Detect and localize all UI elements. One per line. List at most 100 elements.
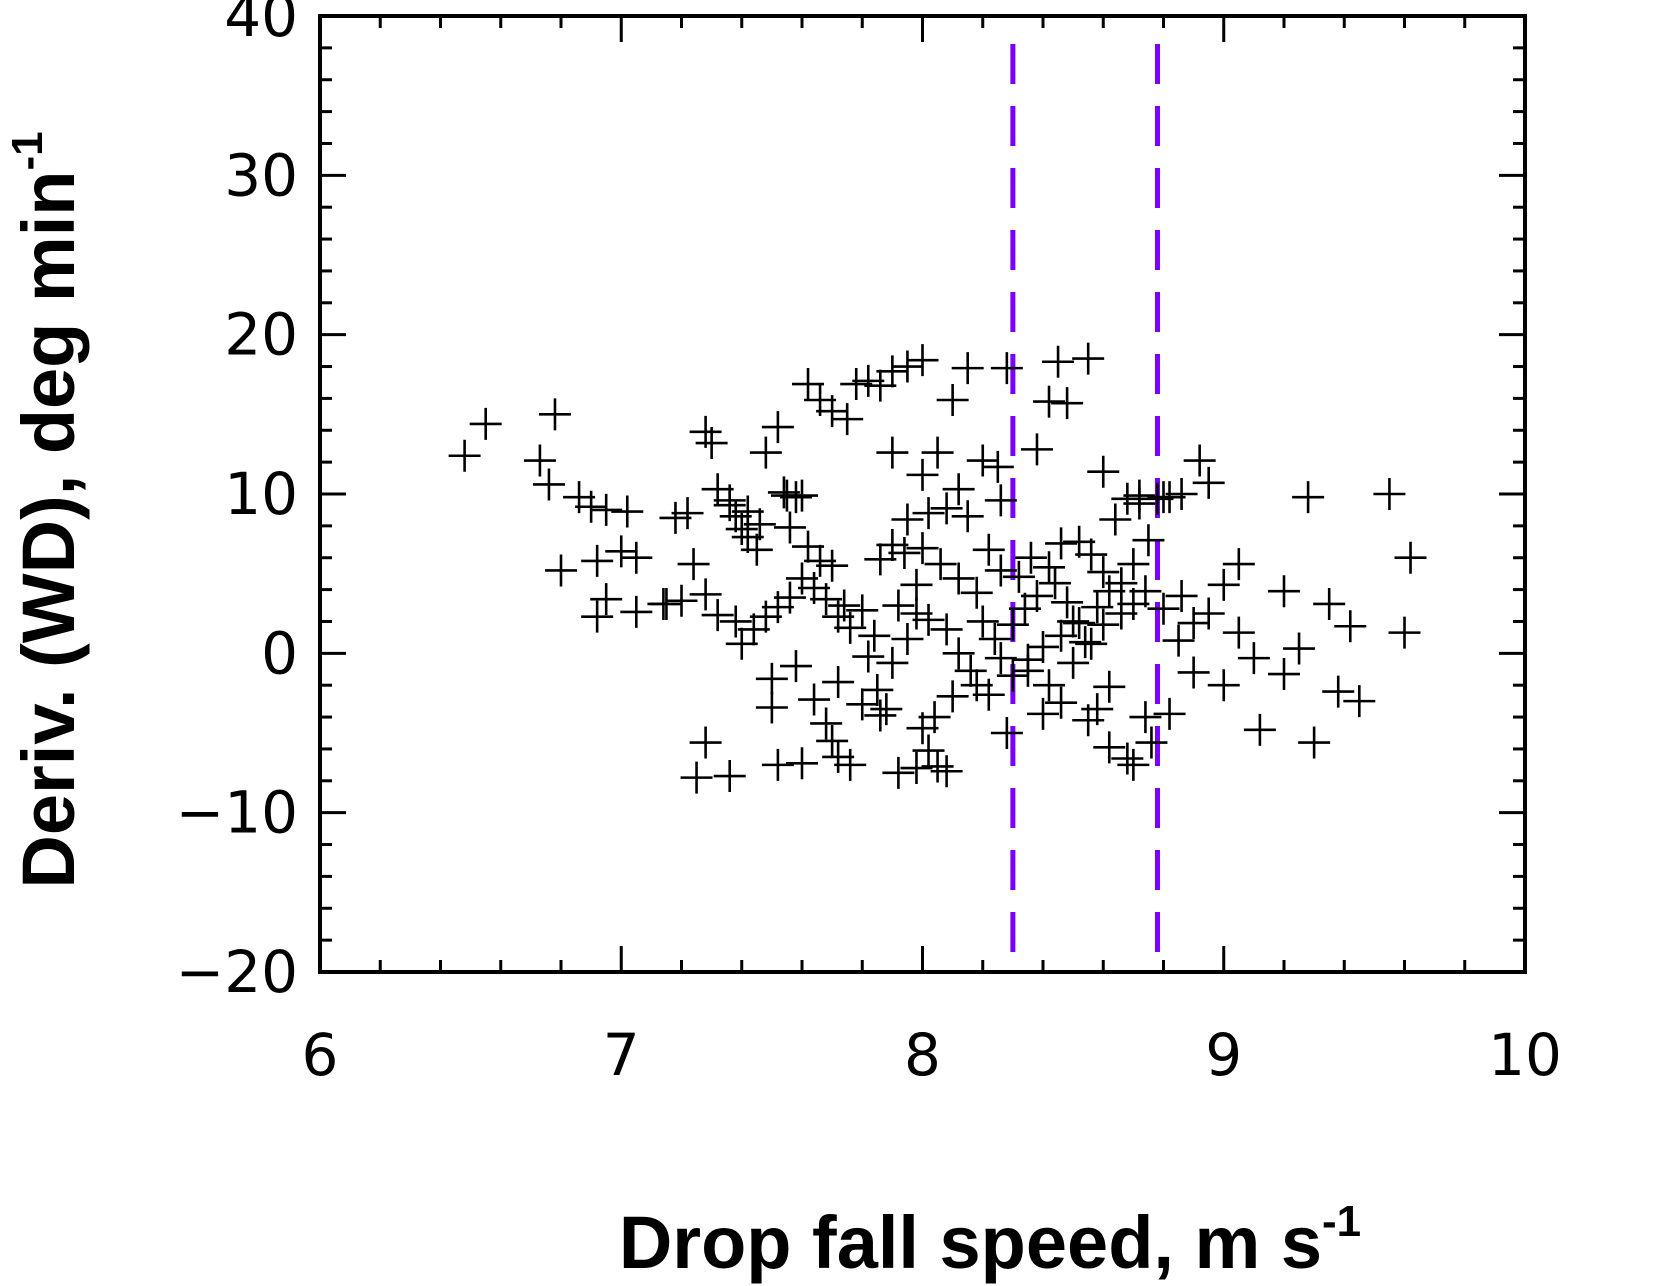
data-point (1087, 608, 1120, 641)
data-point (689, 726, 722, 759)
data-point (1153, 697, 1186, 730)
data-point (912, 734, 945, 767)
data-point (912, 603, 945, 636)
data-point (743, 508, 776, 541)
data-point (891, 350, 924, 383)
data-point (834, 748, 867, 781)
data-point (954, 654, 987, 687)
data-point (966, 444, 999, 477)
data-point (779, 481, 812, 514)
data-point (1081, 591, 1114, 624)
x-axis-title: Drop fall speed, m s-1 (619, 1197, 1361, 1284)
data-point (755, 691, 788, 724)
data-point (1111, 742, 1144, 775)
data-point (1039, 567, 1072, 600)
data-point (900, 568, 933, 601)
data-point (930, 492, 963, 525)
data-point (1093, 575, 1126, 608)
data-point (786, 562, 818, 595)
data-point (861, 673, 894, 706)
data-point (1298, 726, 1331, 759)
data-point (921, 436, 954, 469)
data-point (786, 479, 818, 512)
data-point (581, 600, 614, 633)
data-point (1075, 538, 1108, 571)
data-point (1192, 466, 1225, 499)
data-point (900, 752, 933, 785)
data-point (951, 500, 984, 533)
data-point (1129, 575, 1162, 608)
data-point (469, 407, 502, 440)
data-point (719, 500, 752, 533)
data-point (1093, 731, 1126, 764)
data-point (996, 608, 1029, 641)
data-point (1177, 656, 1210, 689)
data-point (942, 473, 975, 506)
data-point (1042, 345, 1075, 378)
data-point (1237, 642, 1270, 675)
data-point (1147, 592, 1180, 625)
y-tick-label: −10 (176, 779, 298, 847)
data-point (1020, 579, 1053, 612)
data-point (1020, 433, 1053, 466)
data-point (1222, 616, 1255, 649)
y-axis-tick-labels: −20 −10 0 10 20 30 40 (176, 0, 298, 1006)
data-point (1027, 697, 1059, 730)
data-point (1045, 527, 1078, 560)
data-point (677, 548, 710, 581)
y-tick-label: 0 (261, 619, 298, 687)
data-point (749, 436, 782, 469)
data-point (1207, 669, 1240, 702)
data-point (786, 747, 818, 780)
data-point (713, 484, 746, 517)
data-point (773, 511, 806, 544)
data-point (930, 613, 963, 646)
data-point (1045, 686, 1078, 719)
data-point (1132, 524, 1165, 557)
data-point (1063, 607, 1096, 640)
x-tick-label: 7 (603, 1021, 640, 1089)
data-point (581, 544, 614, 577)
data-point (798, 683, 831, 716)
data-point (936, 383, 969, 416)
data-point (1069, 626, 1102, 659)
data-point (900, 597, 933, 630)
data-point (713, 760, 746, 793)
data-point (749, 600, 782, 633)
data-point (942, 637, 975, 670)
x-axis-tick-labels: 6 7 8 9 10 (302, 1021, 1562, 1089)
data-point (725, 627, 758, 660)
data-point (1045, 619, 1078, 652)
y-tick-label: −20 (176, 938, 298, 1006)
data-point (1268, 658, 1300, 691)
data-point (1027, 630, 1059, 663)
data-point (1072, 704, 1105, 737)
data-points (448, 342, 1427, 794)
data-point (870, 693, 903, 726)
data-point (792, 368, 825, 401)
data-point (532, 468, 565, 501)
data-point (725, 513, 758, 546)
data-point (1192, 597, 1225, 630)
data-point (984, 484, 1017, 517)
data-point (1033, 669, 1066, 702)
data-point (767, 476, 800, 509)
x-tick-label: 6 (302, 1021, 339, 1089)
data-point (695, 427, 728, 460)
data-point (816, 395, 849, 428)
data-point (1002, 560, 1035, 593)
data-point (882, 589, 915, 622)
data-point (647, 587, 680, 620)
data-point (761, 411, 794, 444)
data-point (689, 578, 722, 611)
data-point (620, 541, 653, 574)
data-point (1014, 541, 1047, 574)
data-point (1313, 587, 1346, 620)
data-point (1117, 548, 1150, 581)
x-tick-label: 10 (1488, 1021, 1562, 1089)
data-point (804, 544, 837, 577)
data-point (918, 701, 951, 734)
data-point (816, 724, 849, 757)
data-point (960, 669, 993, 702)
